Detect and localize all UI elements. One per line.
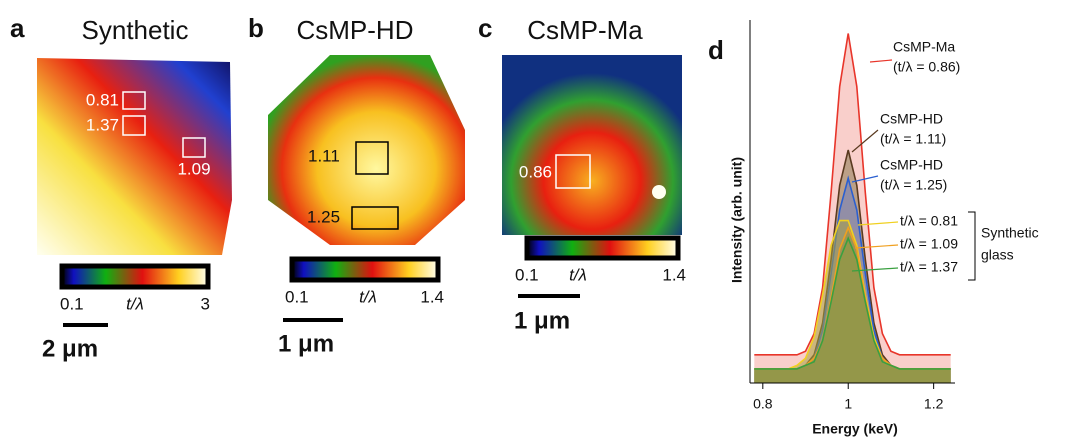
colorbar — [289, 256, 441, 283]
spectrum-line — [754, 236, 951, 370]
colorbar-label: t/λ — [126, 294, 144, 313]
map-image — [502, 55, 682, 235]
series-name: t/λ = 1.09 — [900, 236, 958, 252]
roi-label: 1.37 — [86, 115, 119, 134]
y-axis-label: Intensity (arb. unit) — [729, 157, 745, 283]
x-tick-label: 1 — [844, 396, 852, 412]
roi-label: 0.81 — [86, 90, 119, 109]
bracket — [968, 211, 976, 281]
colorbar-min: 0.1 — [515, 265, 539, 284]
roi-label: 0.86 — [519, 162, 552, 181]
roi-label: 1.25 — [307, 207, 340, 226]
series-name: CsMP-Ma — [893, 39, 955, 55]
colorbar — [59, 263, 211, 290]
series-name: t/λ = 0.81 — [900, 213, 958, 229]
group-label: Synthetic — [981, 225, 1039, 241]
leader-line — [851, 129, 879, 153]
spectrum-line — [754, 33, 951, 356]
series-name: CsMP-HD — [880, 111, 943, 127]
map-image — [268, 55, 465, 245]
panel-title: CsMP-Ma — [527, 15, 643, 45]
leader-line — [851, 175, 879, 183]
series-name: CsMP-HD — [880, 157, 943, 173]
x-tick-label: 0.8 — [753, 396, 773, 412]
roi-box — [555, 154, 591, 189]
leader-line — [851, 267, 899, 272]
roi-box — [182, 137, 206, 158]
scale-label: 1 μm — [514, 307, 570, 334]
colorbar-max: 1.4 — [420, 287, 444, 306]
x-axis-label: Energy (keV) — [812, 421, 898, 437]
colorbar-label: t/λ — [359, 287, 377, 306]
leader-line — [869, 59, 893, 63]
colorbar-min: 0.1 — [60, 294, 84, 313]
colorbar-label: t/λ — [569, 265, 587, 284]
leader-line — [854, 244, 899, 249]
series-detail: (t/λ = 1.25) — [880, 177, 947, 193]
colorbar — [524, 235, 681, 261]
scale-label: 1 μm — [278, 330, 334, 357]
map-image — [37, 58, 232, 255]
roi-box — [355, 141, 389, 175]
hot-spot — [652, 185, 666, 199]
x-tick-label: 1.2 — [924, 396, 944, 412]
roi-box — [122, 91, 146, 110]
panel-title: Synthetic — [82, 15, 189, 45]
panel-letter: b — [248, 13, 264, 43]
roi-box — [122, 115, 146, 136]
panel-letter: d — [708, 35, 724, 65]
colorbar-max: 1.4 — [662, 265, 686, 284]
group-label: glass — [981, 247, 1014, 263]
roi-box — [351, 206, 399, 230]
leader-line — [857, 221, 899, 226]
colorbar-min: 0.1 — [285, 287, 309, 306]
panel-title: CsMP-HD — [297, 15, 414, 45]
roi-label: 1.11 — [308, 146, 340, 165]
series-detail: (t/λ = 1.11) — [880, 131, 946, 147]
series-detail: (t/λ = 0.86) — [893, 59, 960, 75]
area-fill — [754, 238, 951, 383]
colorbar-max: 3 — [201, 294, 210, 313]
panel-letter: c — [478, 13, 492, 43]
roi-label: 1.09 — [177, 159, 210, 178]
series-name: t/λ = 1.37 — [900, 259, 958, 275]
scale-label: 2 μm — [42, 335, 98, 362]
panel-letter: a — [10, 13, 25, 43]
